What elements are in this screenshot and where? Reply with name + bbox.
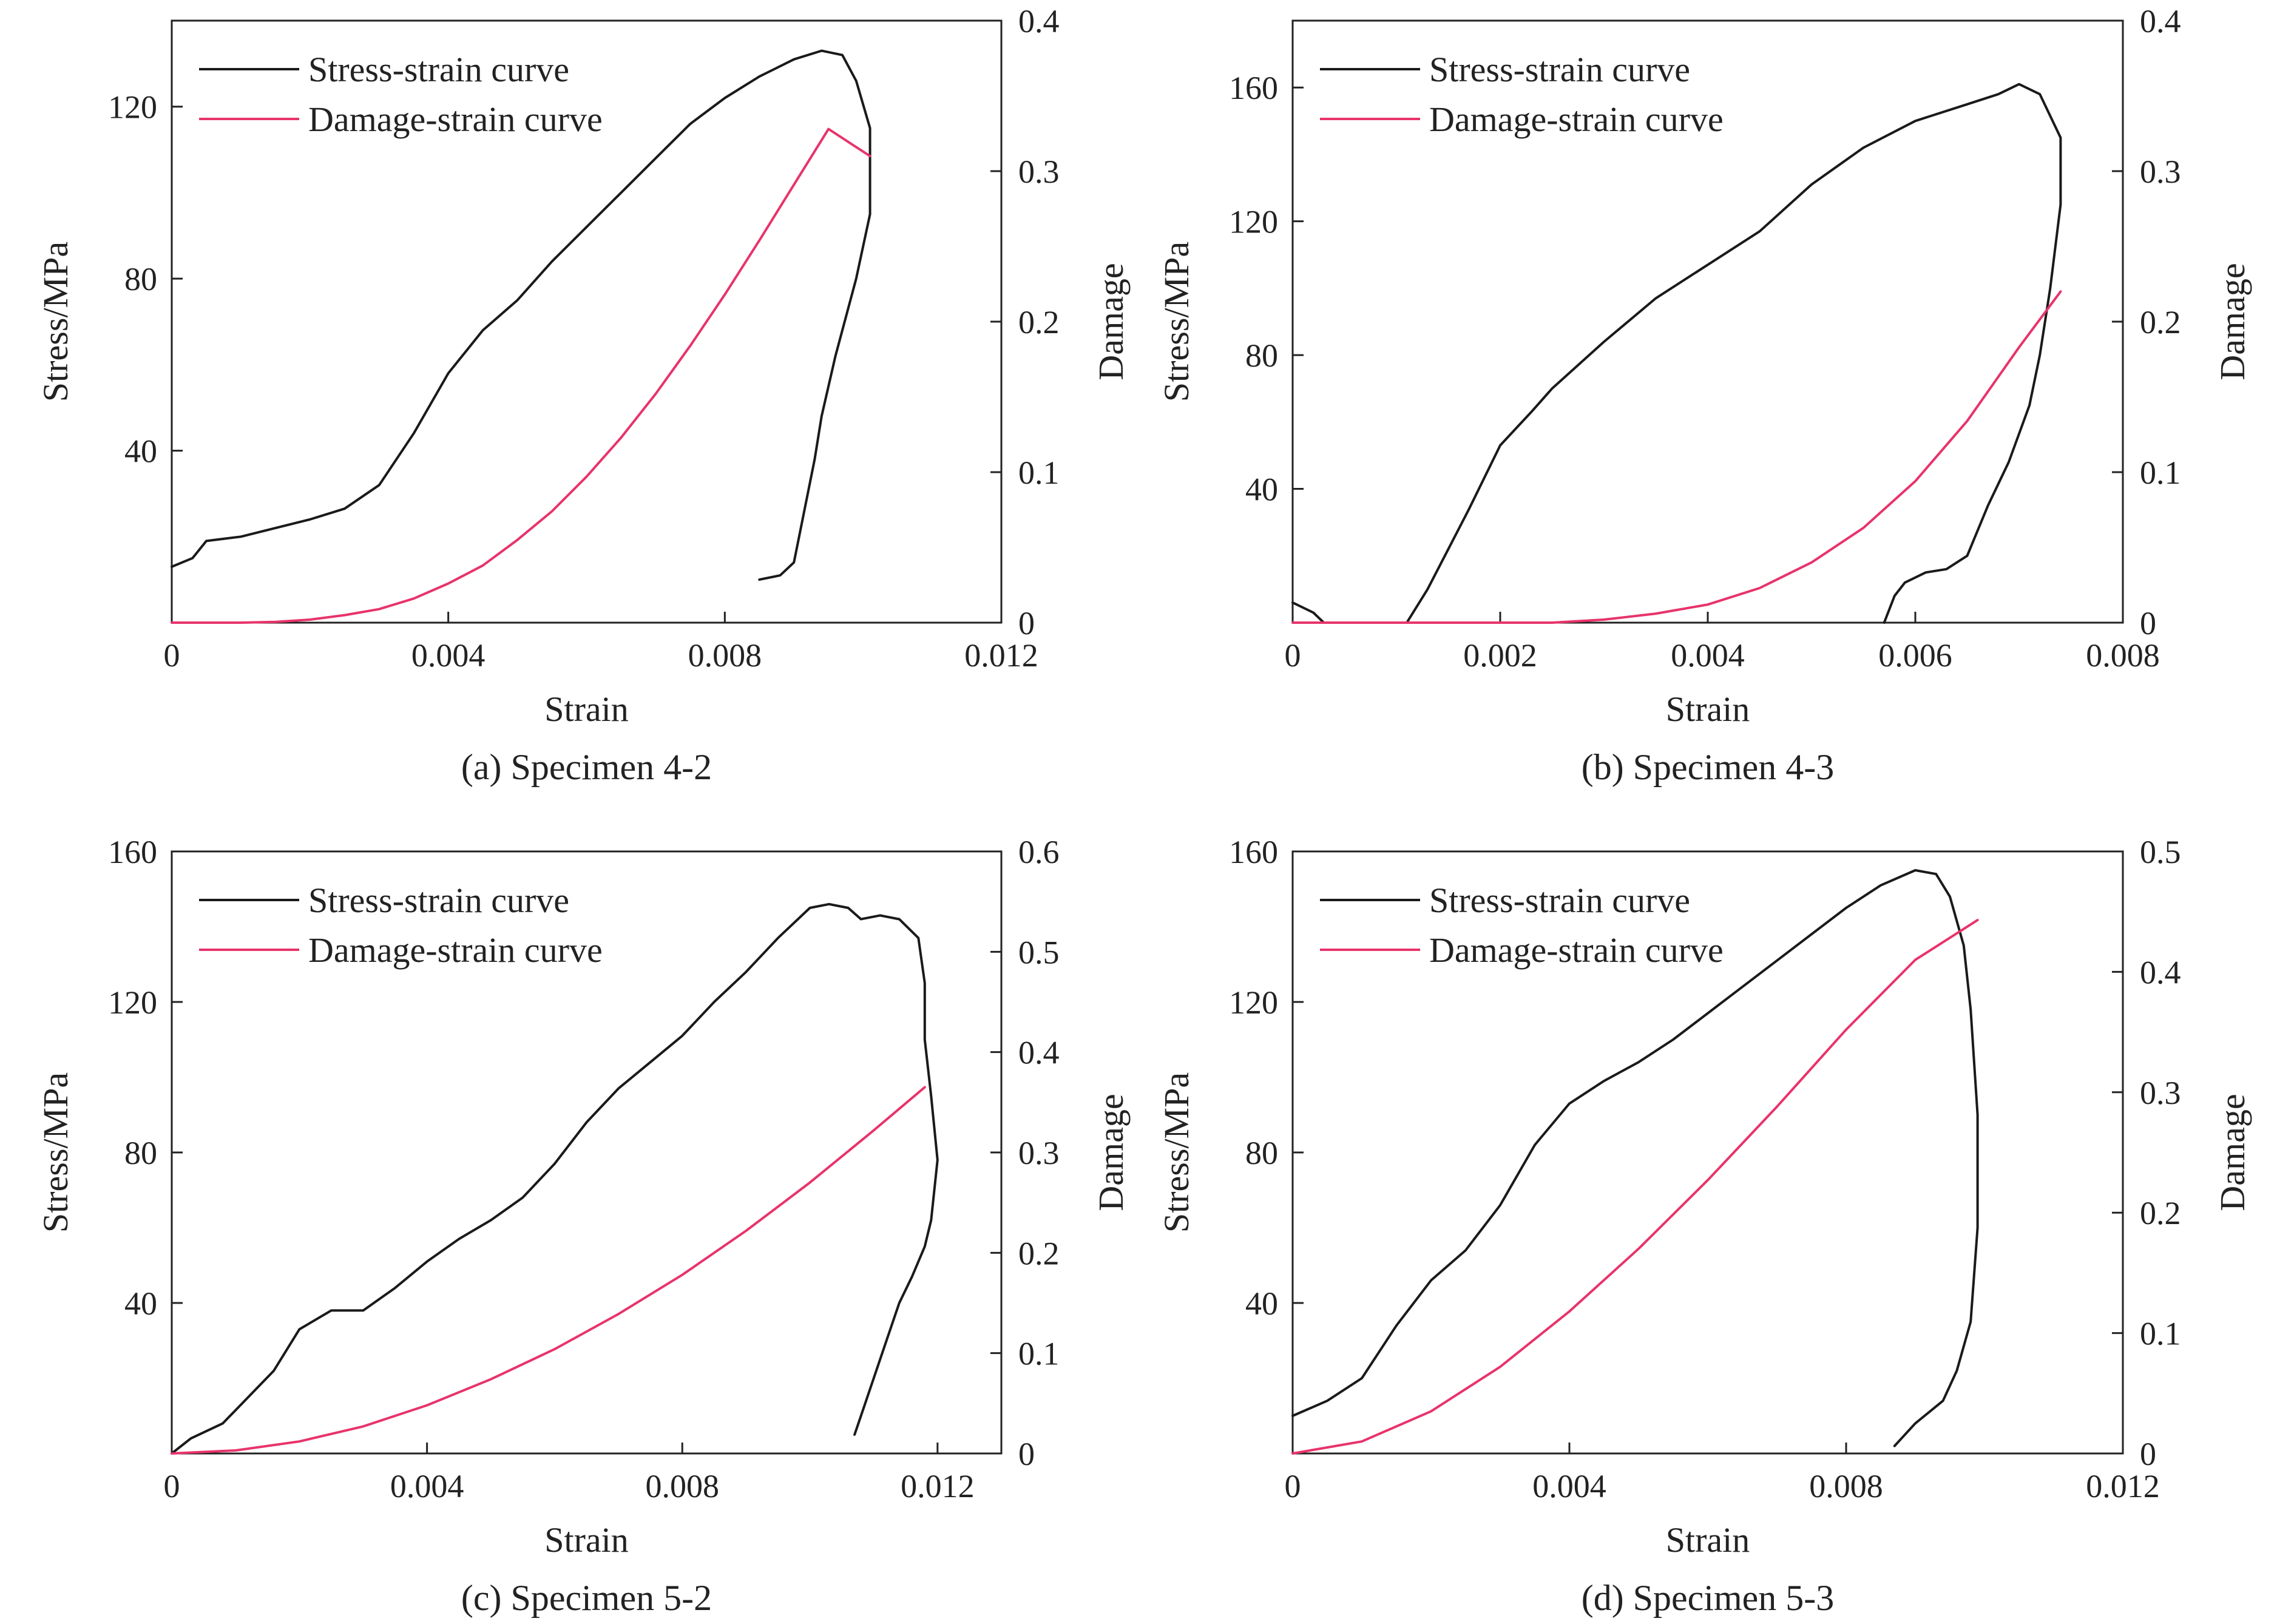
y2-tick-label: 0.4 [1018, 3, 1060, 39]
x-tick-label: 0 [1285, 1468, 1301, 1504]
x-tick-label: 0.004 [1532, 1468, 1606, 1504]
x-tick-label: 0.012 [964, 637, 1038, 674]
x-tick-label: 0.002 [1463, 637, 1537, 674]
chart-panel-1: 0 0.004 0.008 0.012 40 80 120 0 0.1 0.2 0.3 0.4 Stra… [36, 3, 1131, 787]
legend-label: Damage-strain curve [308, 100, 603, 139]
x-tick-label: 0 [164, 1468, 180, 1504]
y-tick-label: 80 [1245, 337, 1278, 374]
y2-tick-label: 0 [2140, 605, 2156, 641]
y2-tick-label: 0 [2140, 1436, 2156, 1472]
x-tick-label: 0.004 [411, 637, 486, 674]
x-tick-label: 0 [1285, 637, 1301, 674]
y2-tick-label: 0 [1018, 605, 1035, 641]
y-tick-label: 80 [1245, 1135, 1278, 1171]
x-tick-label: 0.004 [390, 1468, 464, 1504]
chart-panel-3: 0 0.004 0.008 0.012 40 80 120 160 0 0.1 0.2 0.3 0.4 0… [36, 834, 1131, 1618]
y2-tick-label: 0.1 [2140, 1316, 2181, 1352]
y2-tick-label: 0.3 [1018, 1135, 1060, 1171]
x-tick-label: 0.008 [2086, 637, 2160, 674]
stress-strain-line [1291, 83, 2062, 624]
y2-axis-label: Damage [2213, 1094, 2252, 1211]
y2-tick-label: 0.5 [2140, 834, 2181, 870]
x-tick-label: 0.012 [901, 1468, 975, 1504]
chart-panel-4: 0 0.004 0.008 0.012 40 80 120 160 0 0.1 0.2 0.3 0.4 0… [1157, 834, 2252, 1618]
chart-panel-2: 0 0.002 0.004 0.006 0.008 40 80 120 160 0 0.1 0.2 0.… [1157, 3, 2252, 787]
x-axis-label: Strain [1666, 1520, 1750, 1560]
y2-tick-label: 0.3 [1018, 154, 1060, 190]
y-tick-label: 80 [124, 1135, 157, 1171]
y2-tick-label: 0.4 [1018, 1035, 1060, 1071]
damage-strain-line [1291, 919, 1979, 1455]
legend-label: Stress-strain curve [1429, 50, 1690, 89]
x-tick-label: 0.006 [1878, 637, 1952, 674]
stress-strain-line [171, 902, 939, 1455]
y-tick-label: 40 [124, 1285, 157, 1322]
y-tick-label: 40 [1245, 472, 1278, 508]
y2-tick-label: 0.5 [1018, 934, 1060, 970]
legend: Stress-strain curve Damage-strain curve [1320, 881, 1724, 970]
y2-axis-label: Damage [2213, 263, 2252, 380]
legend-label: Stress-strain curve [1429, 881, 1690, 920]
x-axis-label: Strain [544, 689, 629, 729]
y2-axis-label: Damage [1091, 263, 1131, 380]
y2-tick-label: 0 [1018, 1436, 1035, 1472]
y-axis-label: Stress/MPa [36, 1072, 75, 1233]
y2-tick-label: 0.2 [1018, 1235, 1060, 1271]
legend-label: Stress-strain curve [308, 50, 569, 89]
y2-axis-label: Damage [1091, 1094, 1131, 1211]
panel-caption: (b) Specimen 4-3 [1582, 747, 1835, 787]
y2-tick-label: 0.1 [1018, 1336, 1060, 1372]
y2-tick-label: 0.4 [2140, 954, 2181, 990]
panel-caption: (d) Specimen 5-3 [1582, 1578, 1835, 1618]
y-axis-label: Stress/MPa [1157, 1072, 1196, 1233]
y2-tick-label: 0.2 [2140, 304, 2181, 340]
damage-strain-line [1291, 290, 2062, 624]
legend: Stress-strain curve Damage-strain curve [199, 881, 603, 970]
y2-tick-label: 0.3 [2140, 1075, 2181, 1111]
x-tick-label: 0 [164, 637, 180, 674]
legend-label: Stress-strain curve [308, 881, 569, 920]
y-tick-label: 120 [108, 984, 157, 1021]
legend: Stress-strain curve Damage-strain curve [1320, 50, 1724, 139]
damage-strain-line [171, 1086, 926, 1455]
y-tick-label: 40 [124, 433, 157, 470]
y-axis-label: Stress/MPa [36, 242, 75, 402]
x-tick-label: 0.004 [1671, 637, 1745, 674]
y-tick-label: 120 [108, 89, 157, 126]
x-tick-label: 0.008 [1809, 1468, 1883, 1504]
y-tick-label: 120 [1229, 984, 1278, 1021]
stress-strain-line [1291, 869, 1979, 1447]
y-tick-label: 160 [1229, 70, 1278, 106]
y-tick-label: 160 [1229, 834, 1278, 870]
damage-strain-line [171, 127, 871, 624]
x-axis-label: Strain [1666, 689, 1750, 729]
y2-tick-label: 0.1 [2140, 455, 2181, 491]
y2-tick-label: 0.1 [1018, 455, 1060, 491]
y2-tick-label: 0.3 [2140, 154, 2181, 190]
y-tick-label: 160 [108, 834, 157, 870]
x-tick-label: 0.008 [645, 1468, 719, 1504]
stress-strain-line [171, 49, 871, 581]
y-axis-label: Stress/MPa [1157, 242, 1196, 402]
panel-caption: (a) Specimen 4-2 [461, 747, 712, 787]
y2-tick-label: 0.6 [1018, 834, 1060, 870]
x-axis-label: Strain [544, 1520, 629, 1560]
y2-tick-label: 0.2 [2140, 1195, 2181, 1231]
y-tick-label: 40 [1245, 1285, 1278, 1322]
panel-caption: (c) Specimen 5-2 [461, 1578, 712, 1618]
legend-label: Damage-strain curve [308, 930, 603, 970]
legend: Stress-strain curve Damage-strain curve [199, 50, 603, 139]
x-tick-label: 0.012 [2086, 1468, 2160, 1504]
legend-label: Damage-strain curve [1429, 930, 1724, 970]
legend-label: Damage-strain curve [1429, 100, 1724, 139]
x-tick-label: 0.008 [688, 637, 762, 674]
y-tick-label: 80 [124, 261, 157, 297]
y-tick-label: 120 [1229, 204, 1278, 240]
y2-tick-label: 0.2 [1018, 304, 1060, 340]
y2-tick-label: 0.4 [2140, 3, 2181, 39]
